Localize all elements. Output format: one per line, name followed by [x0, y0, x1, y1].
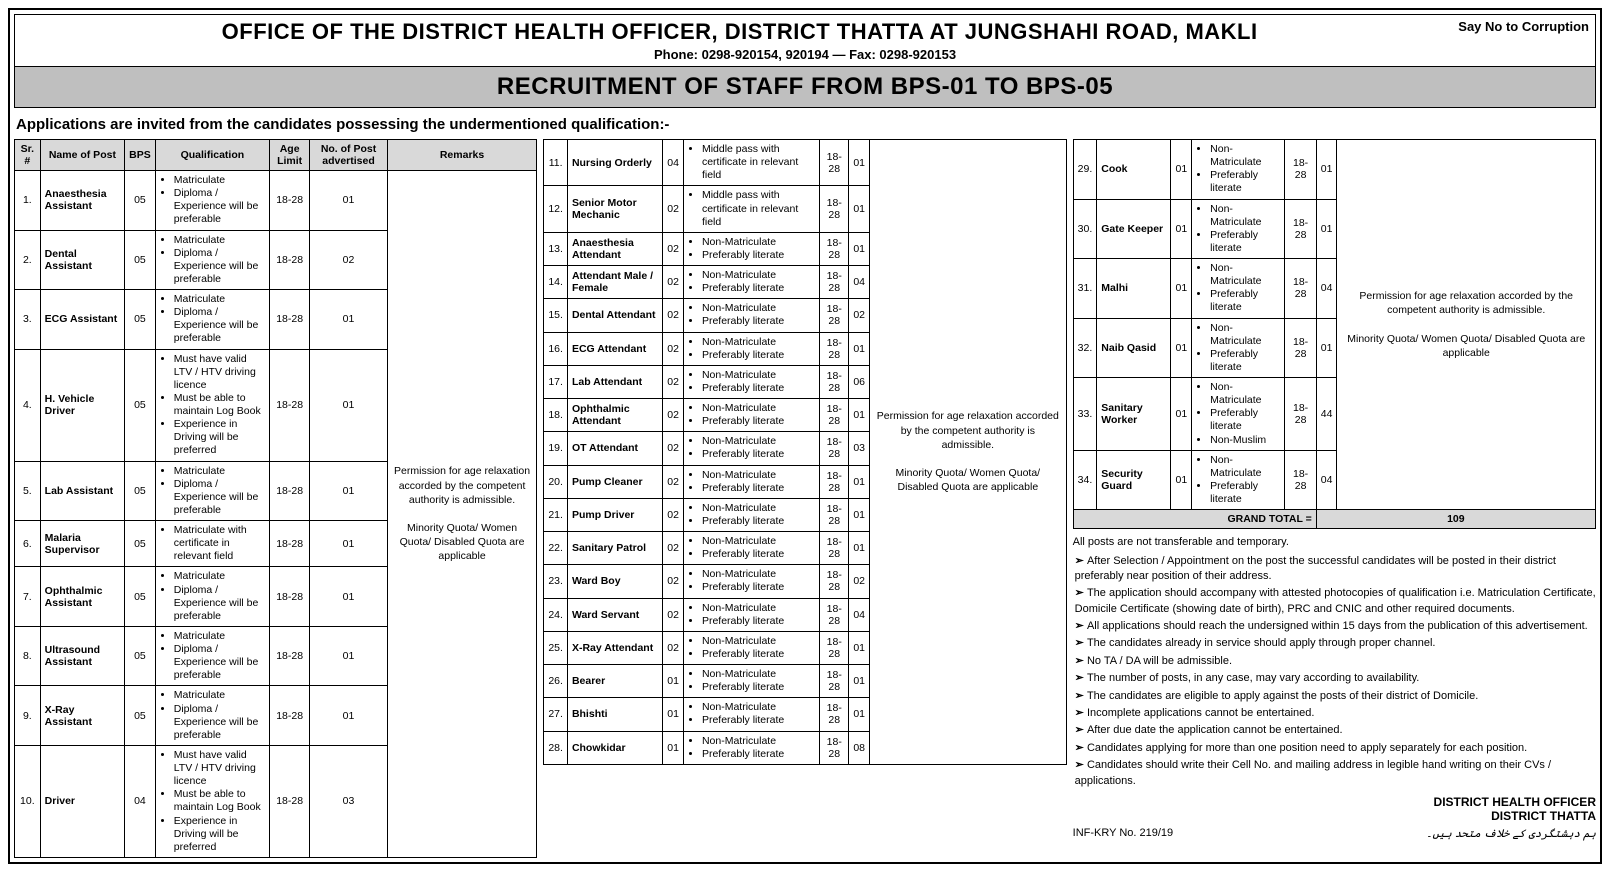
th-sr: Sr. #	[15, 140, 41, 171]
notes-list: After Selection / Appointment on the pos…	[1075, 554, 1596, 789]
note-item: No TA / DA will be admissible.	[1075, 654, 1596, 669]
note-item: After due date the application cannot be…	[1075, 723, 1596, 738]
signature-block: DISTRICT HEALTH OFFICER DISTRICT THATTA	[1073, 795, 1596, 823]
document-frame: Say No to Corruption OFFICE OF THE DISTR…	[8, 8, 1602, 864]
th-remarks: Remarks	[387, 140, 537, 171]
th-bps: BPS	[125, 140, 156, 171]
th-qual: Qualification	[155, 140, 269, 171]
column-3: 29.Cook01Non-MatriculatePreferably liter…	[1073, 139, 1596, 858]
inf-number: INF-KRY No. 219/19	[1073, 827, 1173, 839]
header-box: Say No to Corruption OFFICE OF THE DISTR…	[14, 14, 1596, 67]
urdu-slogan: ہم دہشتگردی کے خلاف متحد ہیں۔	[1426, 827, 1596, 840]
sig-line-1: DISTRICT HEALTH OFFICER	[1073, 795, 1596, 809]
th-name: Name of Post	[40, 140, 124, 171]
note-item: Incomplete applications cannot be entert…	[1075, 706, 1596, 721]
grand-total-row: GRAND TOTAL =109	[1073, 510, 1595, 529]
note-item: The candidates already in service should…	[1075, 636, 1596, 651]
note-item: After Selection / Appointment on the pos…	[1075, 554, 1596, 585]
th-posts: No. of Post advertised	[310, 140, 387, 171]
recruitment-banner: RECRUITMENT OF STAFF FROM BPS-01 TO BPS-…	[14, 67, 1596, 108]
contact-line: Phone: 0298-920154, 920194 — Fax: 0298-9…	[21, 47, 1589, 62]
note-item: The number of posts, in any case, may va…	[1075, 671, 1596, 686]
posts-table-3: 29.Cook01Non-MatriculatePreferably liter…	[1073, 139, 1596, 529]
notes-lead: All posts are not transferable and tempo…	[1073, 535, 1596, 550]
note-item: Candidates should write their Cell No. a…	[1075, 758, 1596, 789]
note-item: The application should accompany with at…	[1075, 586, 1596, 617]
table-row: 11.Nursing Orderly04Middle pass with cer…	[544, 140, 1066, 186]
slogan: Say No to Corruption	[1458, 19, 1589, 34]
office-title: OFFICE OF THE DISTRICT HEALTH OFFICER, D…	[21, 19, 1589, 45]
posts-table-2: 11.Nursing Orderly04Middle pass with cer…	[543, 139, 1066, 765]
note-item: All applications should reach the unders…	[1075, 619, 1596, 634]
columns-wrap: Sr. # Name of Post BPS Qualification Age…	[14, 139, 1596, 858]
inf-line: INF-KRY No. 219/19 ہم دہشتگردی کے خلاف م…	[1073, 827, 1596, 840]
table-row: 29.Cook01Non-MatriculatePreferably liter…	[1073, 140, 1595, 200]
intro-line: Applications are invited from the candid…	[16, 116, 1594, 133]
notes-section: All posts are not transferable and tempo…	[1073, 535, 1596, 789]
column-1: Sr. # Name of Post BPS Qualification Age…	[14, 139, 537, 858]
table-row: 1.Anaesthesia Assistant05MatriculateDipl…	[15, 171, 537, 231]
note-item: Candidates applying for more than one po…	[1075, 741, 1596, 756]
th-age: Age Limit	[270, 140, 310, 171]
sig-line-2: DISTRICT THATTA	[1073, 809, 1596, 823]
note-item: The candidates are eligible to apply aga…	[1075, 689, 1596, 704]
column-2: 11.Nursing Orderly04Middle pass with cer…	[543, 139, 1066, 858]
posts-table-1: Sr. # Name of Post BPS Qualification Age…	[14, 139, 537, 858]
